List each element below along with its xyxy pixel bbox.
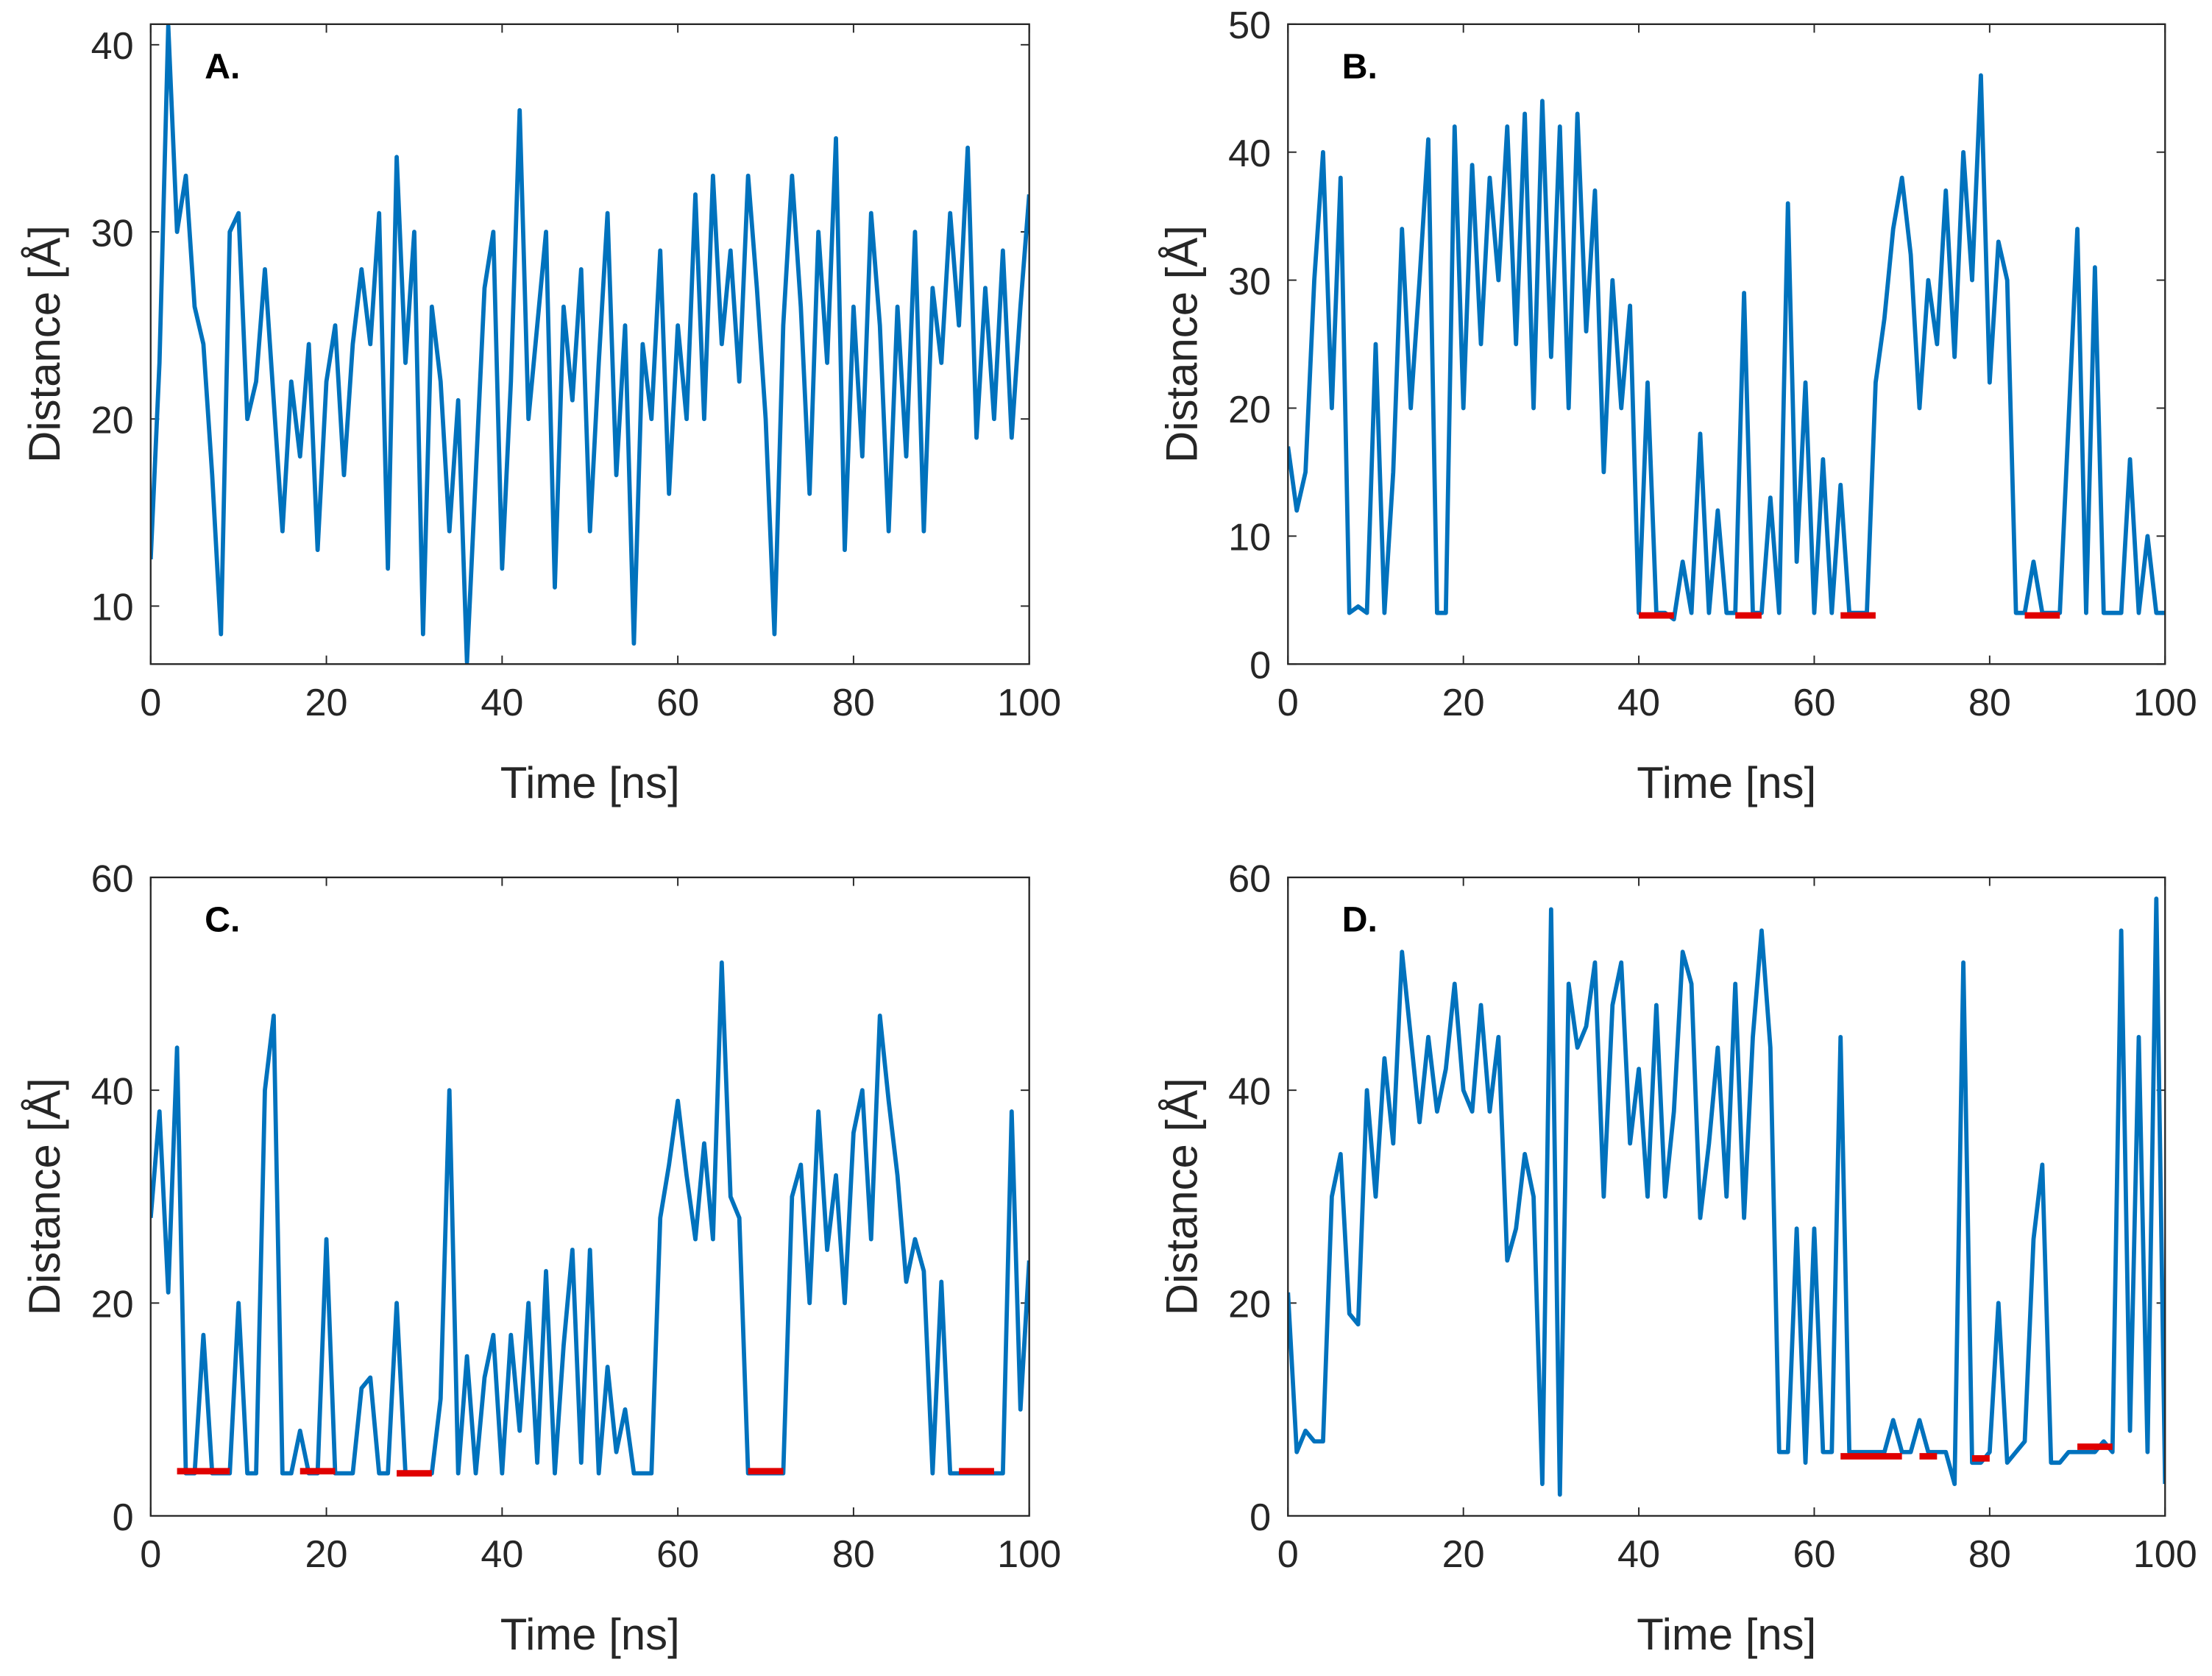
y-tick-label: 20 <box>91 400 134 442</box>
panel-label: A. <box>205 46 240 86</box>
x-tick-label: 80 <box>832 1533 875 1576</box>
y-tick-label: 30 <box>91 212 134 255</box>
data-line <box>1840 1443 2113 1462</box>
y-tick-label: 40 <box>91 25 134 68</box>
data-line <box>150 960 1029 1476</box>
y-tick-label: 0 <box>1249 645 1271 687</box>
x-tick-label: 80 <box>1968 1533 2011 1576</box>
y-tick-label: 40 <box>1228 132 1271 175</box>
x-tick-label: 40 <box>481 1533 523 1576</box>
x-tick-label: 20 <box>305 682 348 724</box>
y-axis-label: Distance [Å] <box>20 225 69 463</box>
y-tick-label: 30 <box>1228 261 1271 303</box>
panel-label: C. <box>205 899 240 939</box>
x-tick-label: 40 <box>1617 1533 1660 1576</box>
data-line <box>150 24 1029 665</box>
x-tick-label: 20 <box>1442 682 1485 724</box>
plot-frame <box>1287 876 2166 1517</box>
plot-frame <box>1287 23 2166 665</box>
y-tick-label: 10 <box>91 587 134 629</box>
x-tick-label: 0 <box>140 1533 161 1576</box>
x-tick-label: 80 <box>832 682 875 724</box>
y-axis-label: Distance [Å] <box>1158 225 1207 463</box>
x-tick-label: 100 <box>997 1533 1061 1576</box>
y-tick-label: 40 <box>91 1070 134 1113</box>
x-tick-label: 60 <box>656 1533 699 1576</box>
data-line <box>1288 73 2166 622</box>
panel-label: D. <box>1342 899 1378 939</box>
y-axis-label: Distance [Å] <box>1158 1078 1207 1315</box>
plot-area <box>150 877 1029 1516</box>
y-tick-label: 20 <box>1228 389 1271 431</box>
x-axis-label: Time [ns] <box>500 758 680 807</box>
x-tick-label: 100 <box>2133 1533 2197 1576</box>
x-tick-label: 60 <box>656 682 699 724</box>
y-axis-label: Distance [Å] <box>20 1078 69 1315</box>
plot-frame <box>149 23 1030 665</box>
data-line <box>1288 897 2166 1497</box>
x-tick-label: 20 <box>305 1533 348 1576</box>
x-tick-label: 40 <box>481 682 523 724</box>
y-tick-label: 60 <box>91 858 134 900</box>
y-tick-label: 10 <box>1228 517 1271 559</box>
x-tick-label: 60 <box>1793 682 1835 724</box>
y-tick-label: 40 <box>1228 1070 1271 1113</box>
x-tick-label: 20 <box>1442 1533 1485 1576</box>
x-axis-label: Time [ns] <box>500 1610 680 1659</box>
y-tick-label: 20 <box>1228 1284 1271 1326</box>
plot-frame <box>149 876 1030 1517</box>
x-tick-label: 80 <box>1968 682 2011 724</box>
y-tick-label: 60 <box>1228 858 1271 900</box>
y-tick-label: 50 <box>1228 4 1271 47</box>
panel-label: B. <box>1342 46 1378 86</box>
x-tick-label: 0 <box>1277 1533 1299 1576</box>
x-tick-label: 0 <box>1277 682 1299 724</box>
y-tick-label: 20 <box>91 1284 134 1326</box>
x-tick-label: 60 <box>1793 1533 1835 1576</box>
x-axis-label: Time [ns] <box>1637 1610 1816 1659</box>
y-tick-label: 0 <box>113 1496 134 1539</box>
y-tick-label: 0 <box>1249 1496 1271 1539</box>
x-tick-label: 0 <box>140 682 161 724</box>
x-tick-label: 100 <box>2133 682 2197 724</box>
x-tick-label: 100 <box>997 682 1061 724</box>
data-line <box>177 1468 994 1477</box>
x-tick-label: 40 <box>1617 682 1660 724</box>
x-axis-label: Time [ns] <box>1637 758 1816 807</box>
